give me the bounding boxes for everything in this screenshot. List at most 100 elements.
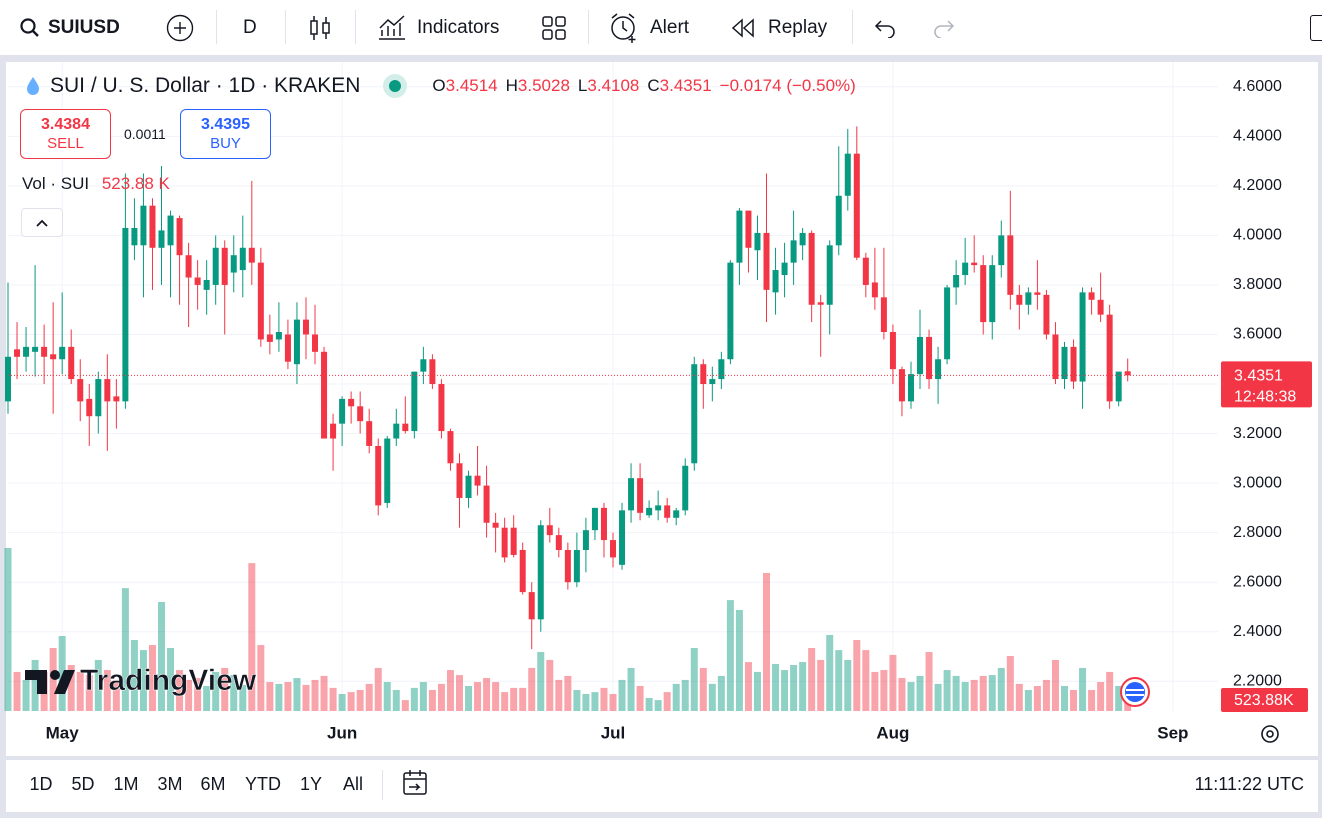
y-tick-label: 4.2000 (1233, 177, 1282, 194)
volume-bar (862, 650, 870, 711)
volume-bar (790, 664, 798, 711)
time-range-button[interactable]: 1D (29, 773, 53, 794)
candle-body (1097, 299, 1104, 315)
time-range-button[interactable]: 1Y (299, 773, 323, 794)
settings-icon[interactable] (1261, 725, 1279, 743)
interval[interactable]: D (243, 16, 257, 38)
candle-body (447, 431, 454, 464)
symbol[interactable]: SUIUSD (48, 16, 120, 38)
layouts-button[interactable] (540, 0, 568, 55)
candle-body (727, 262, 734, 360)
indicators-label[interactable]: Indicators (417, 16, 500, 38)
gear[interactable] (1261, 725, 1279, 743)
candle-body (1052, 334, 1059, 380)
ohlc-low: L3.4108 (578, 76, 639, 96)
time-range-button[interactable]: 6M (200, 773, 226, 794)
symbol-search[interactable]: SUIUSD (20, 0, 120, 55)
alert-label[interactable]: Alert (650, 16, 690, 38)
volume-bar (1006, 655, 1014, 711)
volume-bar (239, 684, 247, 711)
candle-body (77, 379, 84, 402)
volume-bar (1033, 686, 1041, 711)
candle-body (266, 334, 273, 342)
candle-body (302, 319, 309, 335)
candle-body (980, 265, 987, 323)
time-range-button[interactable]: All (342, 773, 364, 794)
candle-body (113, 396, 120, 402)
volume-bar (1106, 671, 1114, 711)
candle-body (483, 485, 490, 523)
sell-label[interactable]: SELL (47, 135, 84, 152)
volume-bar (781, 670, 789, 711)
volume-bar (221, 667, 229, 711)
volume-bar (1060, 686, 1068, 711)
y-tick-label: 3.8000 (1233, 276, 1282, 293)
volume-bar (546, 659, 554, 711)
volume-bar (176, 670, 184, 711)
candle-body (86, 398, 93, 417)
volume-bar (528, 667, 536, 711)
y-tick-label: 3.6000 (1233, 326, 1282, 343)
candle-body (628, 478, 635, 511)
candle-body (989, 265, 996, 323)
candle-body (817, 302, 824, 305)
date-range-icon[interactable] (400, 768, 430, 798)
redo-icon[interactable] (931, 18, 955, 38)
candle-body (907, 374, 914, 402)
candle-body (799, 232, 806, 246)
layouts-icon[interactable] (540, 14, 568, 42)
time-range-button[interactable]: YTD (245, 773, 281, 794)
collapse-button[interactable] (21, 208, 63, 237)
sell-price[interactable]: 3.4384 (41, 116, 90, 133)
compare-button[interactable] (166, 0, 194, 55)
y-tick-label: 4.6000 (1233, 78, 1282, 95)
x-tick-label: Sep (1157, 723, 1188, 742)
buy-price[interactable]: 3.4395 (201, 116, 250, 133)
indicators-button[interactable]: Indicators (377, 0, 499, 55)
events-icon[interactable] (1120, 677, 1150, 707)
volume-bar (1124, 699, 1132, 711)
undo-button[interactable] (874, 0, 898, 55)
ohlc-letter: H (505, 76, 518, 95)
x-tick-label: Jun (327, 723, 357, 742)
volume-bar (1051, 659, 1059, 711)
volume-bar (501, 692, 509, 711)
volume-bar (67, 664, 75, 711)
candle-body (537, 525, 544, 620)
candle-body (926, 336, 933, 380)
candle-body (790, 240, 797, 263)
time-range-button[interactable]: 1M (113, 773, 139, 794)
fullscreen-button[interactable] (1310, 15, 1322, 41)
volume-bar (618, 679, 626, 711)
last-price-label: 3.4351 (1234, 368, 1283, 385)
volume-bar (636, 686, 644, 711)
alert-button[interactable]: Alert (608, 0, 689, 55)
candle-body (501, 527, 508, 558)
candle-body (862, 257, 869, 285)
replay-button[interactable]: Replay (730, 0, 827, 55)
volume-bar (446, 670, 454, 711)
candle-body (1016, 294, 1023, 305)
candle-body (32, 346, 39, 352)
undo-icon[interactable] (874, 18, 898, 38)
chart-title: SUI / U. S. Dollar · 1D · KRAKEN (50, 74, 361, 97)
candle-body (808, 232, 815, 305)
chart-type-button[interactable] (308, 0, 332, 55)
plus-icon[interactable] (166, 14, 194, 42)
candle-body (339, 398, 346, 424)
interval-button[interactable]: D (243, 0, 257, 55)
buy-button[interactable]: 3.4395 BUY (180, 109, 271, 159)
chevron-icon[interactable] (22, 209, 62, 236)
candle-body (519, 549, 526, 593)
time-range-button[interactable]: 5D (71, 773, 95, 794)
time-range-button[interactable]: 3M (157, 773, 183, 794)
replay-label[interactable]: Replay (768, 16, 828, 38)
volume-bar (672, 683, 680, 711)
buy-label[interactable]: BUY (210, 135, 241, 152)
y-tick-label: 2.8000 (1233, 524, 1282, 541)
redo-button[interactable] (931, 0, 955, 55)
candle-icon[interactable] (308, 14, 332, 42)
sell-button[interactable]: 3.4384 SELL (20, 109, 111, 159)
clock[interactable]: 11:11:22 UTC (1194, 773, 1304, 794)
volume-bar (871, 671, 879, 711)
